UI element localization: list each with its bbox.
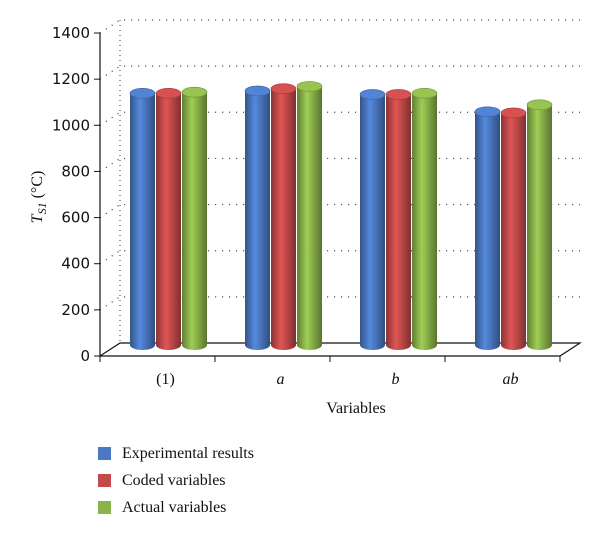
bar: [385, 89, 412, 350]
bar-top: [411, 87, 438, 99]
y-tick-label: 0: [80, 347, 90, 365]
gridline: [99, 296, 580, 311]
bar-body: [475, 111, 500, 350]
y-tick-label: 600: [61, 209, 90, 227]
y-tick-label: 400: [61, 255, 90, 273]
axes: [94, 32, 583, 362]
gridline: [99, 111, 580, 126]
bar-body: [245, 90, 270, 350]
bar: [296, 81, 323, 350]
bar-body: [360, 94, 385, 350]
legend-swatch: [98, 501, 111, 514]
x-tick-label: ab: [503, 371, 519, 388]
bar-body: [501, 112, 526, 351]
legend-swatch: [98, 474, 111, 487]
y-tick-label: 200: [61, 301, 90, 319]
y-axis-title: TS1 (°C): [29, 171, 49, 224]
bar-body: [130, 93, 155, 351]
gridline: [99, 157, 580, 172]
bar: [129, 87, 156, 351]
bar-top: [500, 107, 527, 119]
bar-top: [270, 83, 297, 94]
legend-item-coded: Coded variables: [98, 467, 254, 494]
bar: [500, 107, 527, 351]
bar: [474, 106, 501, 350]
gridline: [99, 250, 580, 265]
legend-swatch: [98, 447, 111, 460]
bar-top: [385, 89, 412, 100]
y-tick-label: 800: [61, 162, 90, 180]
gridline: [99, 203, 580, 219]
x-axis-title: Variables: [326, 400, 386, 417]
bar: [155, 87, 182, 351]
grid: [99, 19, 580, 343]
y-tick-label: 1000: [52, 116, 90, 134]
bar-body: [156, 93, 181, 351]
y-axis-title-symbol: T: [29, 213, 46, 223]
legend-label: Coded variables: [122, 471, 226, 489]
bar-body: [271, 88, 296, 350]
y-tick-label: 1200: [52, 70, 90, 88]
bar-top: [244, 85, 271, 97]
y-axis-title-unit: (°C): [29, 171, 46, 199]
bar: [411, 87, 438, 351]
bar-body: [297, 86, 322, 350]
bar-top: [129, 87, 156, 99]
x-tick-label: (1): [156, 371, 175, 388]
bar-top: [296, 81, 323, 92]
bar: [270, 83, 297, 350]
y-tick-label: 1400: [52, 24, 90, 42]
bar-top: [181, 86, 208, 98]
bar-top: [526, 99, 553, 111]
bar: [244, 85, 271, 350]
legend-item-actual: Actual variables: [98, 494, 254, 521]
y-axis-title-subscript: S1: [35, 202, 49, 214]
x-tick-label: a: [277, 371, 285, 388]
bar-body: [386, 94, 411, 350]
gridline: [99, 65, 580, 80]
bar-top: [155, 87, 182, 99]
bar-body: [182, 92, 207, 350]
bar: [181, 86, 208, 350]
legend-label: Actual variables: [122, 498, 227, 516]
bar: [526, 99, 553, 350]
bar-body: [527, 104, 552, 350]
bar: [359, 89, 386, 350]
bar-top: [359, 89, 386, 100]
legend-item-experimental: Experimental results: [98, 440, 254, 467]
bar-top: [474, 106, 501, 118]
bars: [129, 81, 553, 351]
bar-body: [412, 93, 437, 351]
gridline: [99, 19, 580, 34]
chart-floor: [97, 342, 583, 357]
legend: Experimental results Coded variables Act…: [98, 440, 254, 521]
x-tick-label: b: [392, 371, 400, 388]
legend-label: Experimental results: [122, 444, 254, 462]
